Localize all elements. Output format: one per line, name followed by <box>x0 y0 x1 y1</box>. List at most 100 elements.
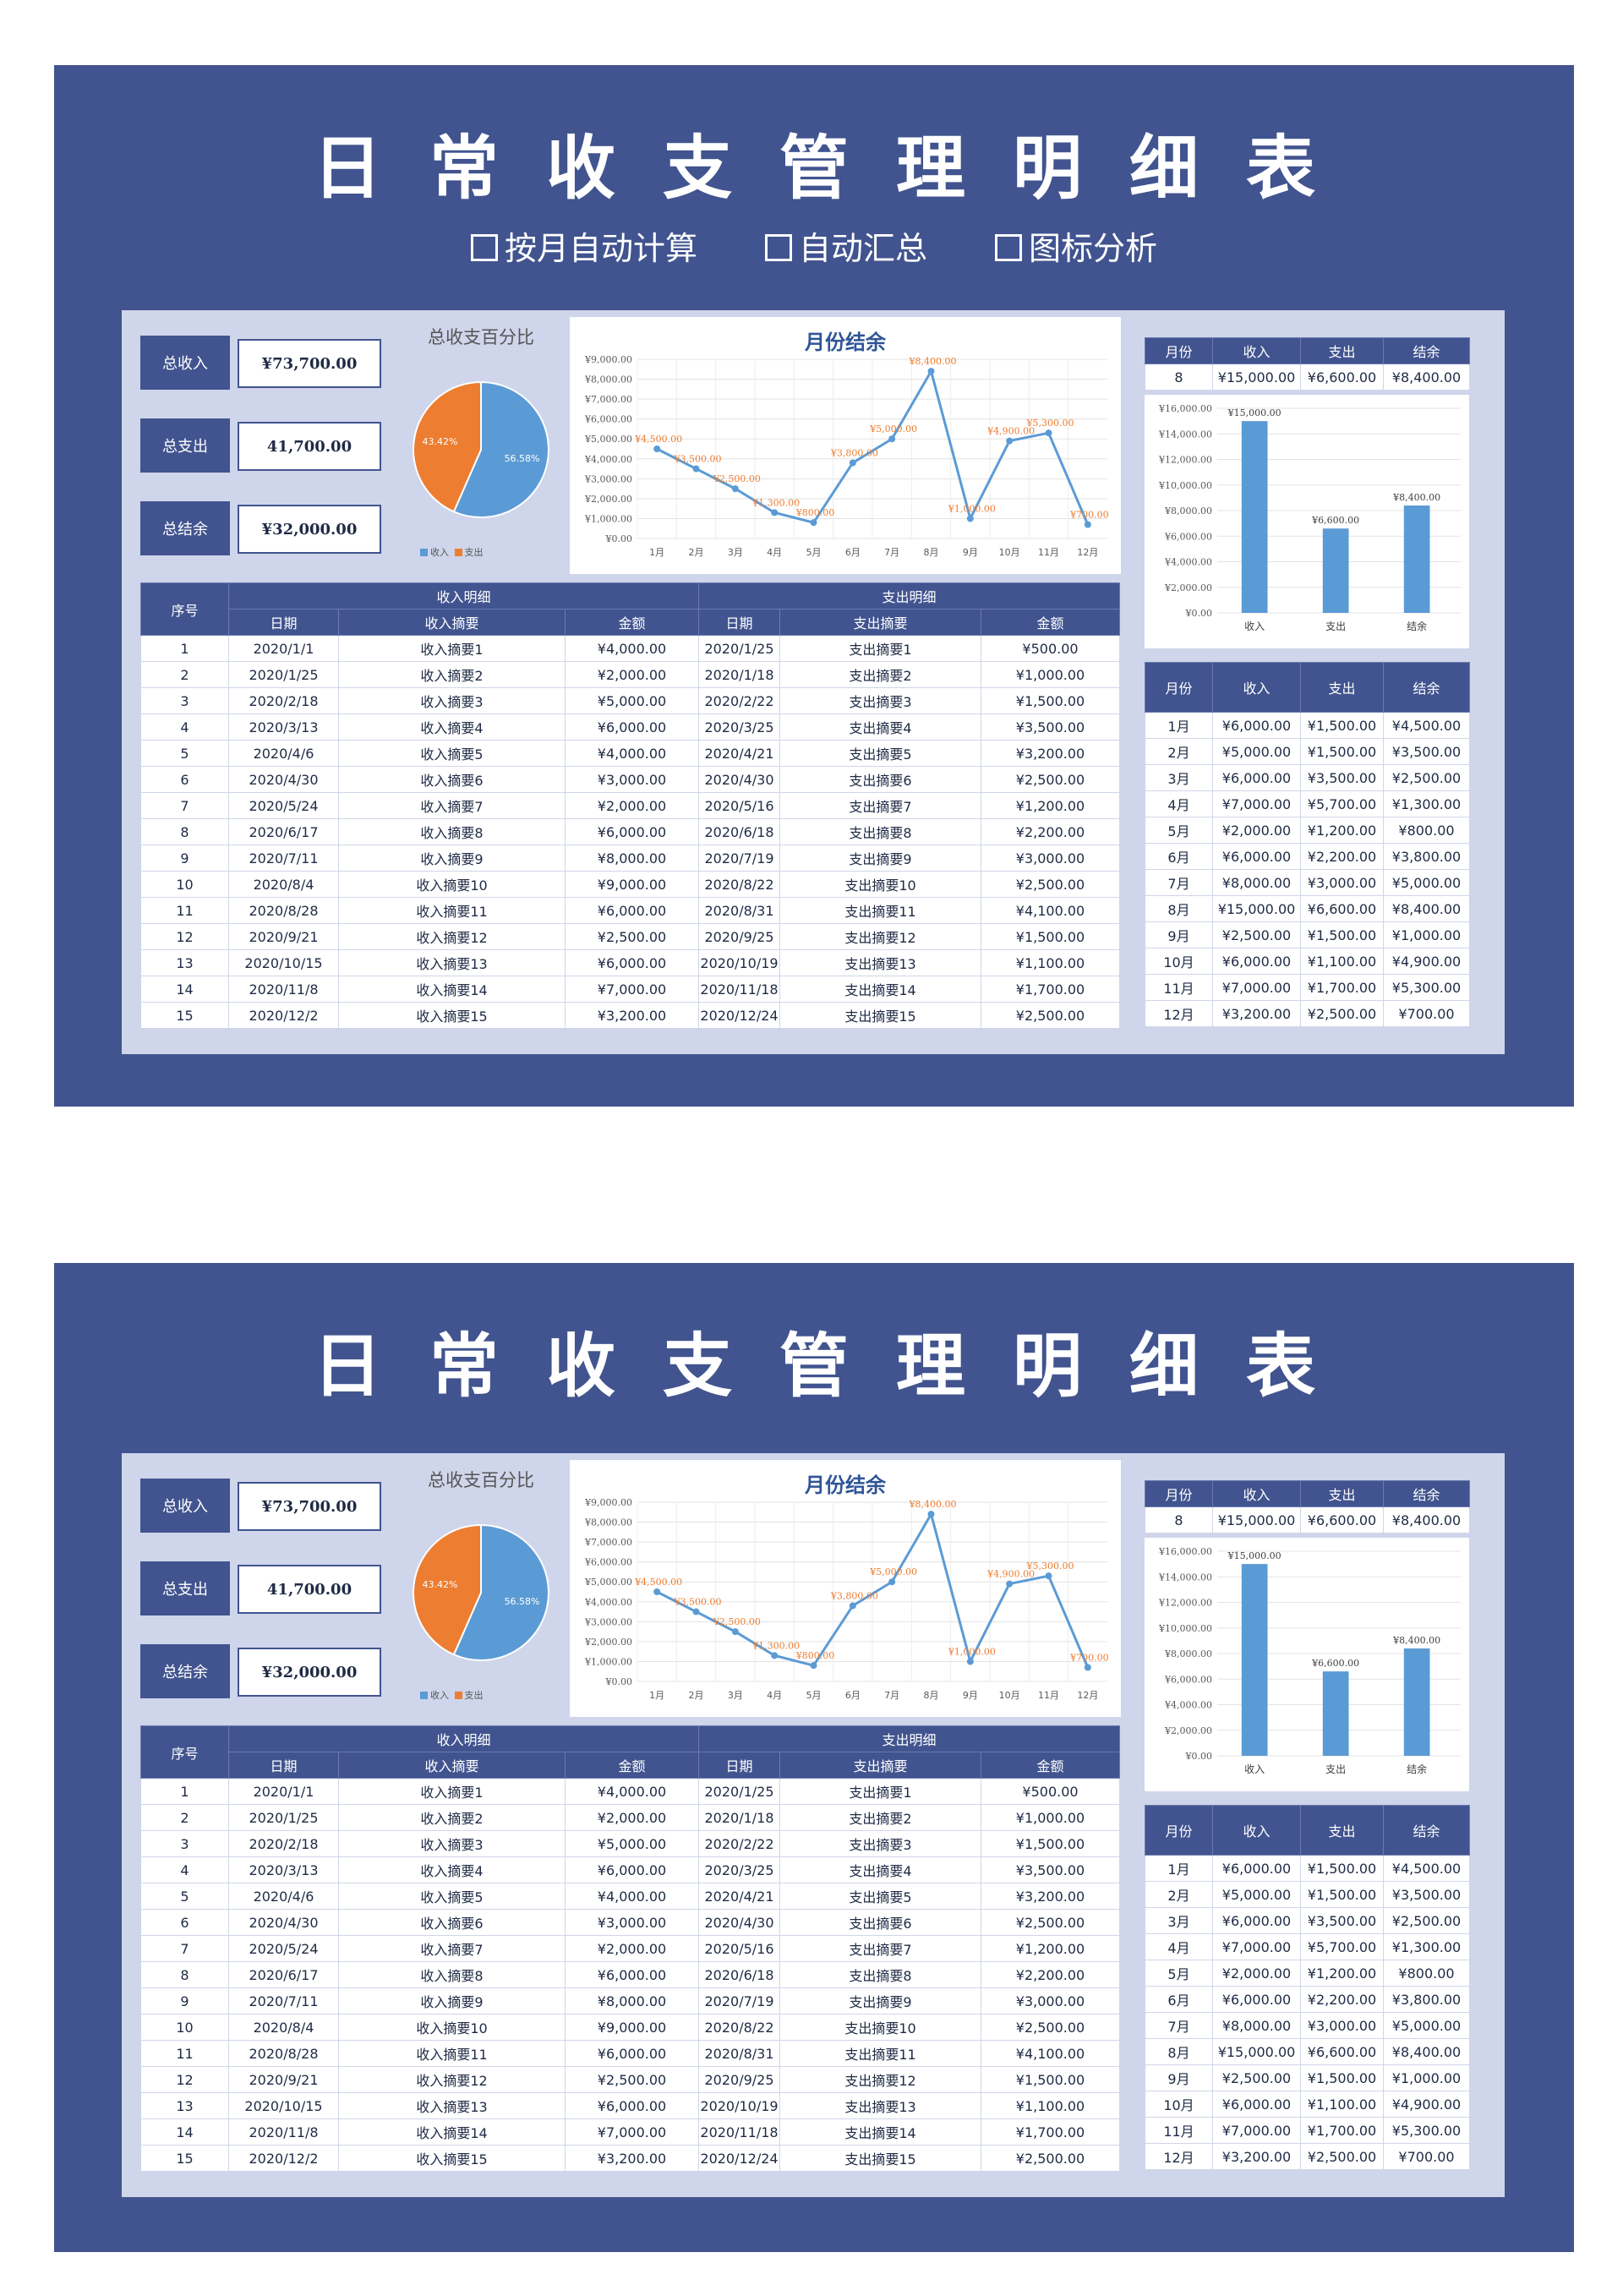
detail-cell: ¥6,000.00 <box>565 1856 699 1883</box>
bar-0 <box>1241 421 1268 613</box>
table-row: 5 2020/4/6 收入摘要5 ¥4,000.00 2020/4/21 支出摘要5 ¥3,… <box>140 1883 1120 1910</box>
bar-y-tick: ¥16,000.00 <box>1158 403 1212 414</box>
table-row: 15 2020/12/2 收入摘要15 ¥3,200.00 2020/12/24 支出摘要… <box>140 2145 1120 2172</box>
detail-cell: 2020/10/15 <box>228 2092 339 2119</box>
monthly-cell: ¥6,600.00 <box>1300 2038 1384 2065</box>
line-y-tick: ¥8,000.00 <box>584 1517 632 1528</box>
monthly-cell: ¥4,900.00 <box>1383 948 1470 975</box>
total-income-label: 总收入 <box>140 336 230 390</box>
line-y-tick: ¥9,000.00 <box>584 354 632 365</box>
detail-cell: 2020/12/2 <box>228 1002 339 1029</box>
line-point <box>1084 1664 1091 1671</box>
bar-y-tick: ¥4,000.00 <box>1164 557 1212 568</box>
bar-y-tick: ¥4,000.00 <box>1164 1700 1212 1711</box>
monthly-cell: ¥5,000.00 <box>1212 1881 1301 1908</box>
page-title: 日常收支管理明细表 <box>312 128 1363 209</box>
detail-cell: 2020/9/25 <box>698 923 780 950</box>
line-data-label: ¥1,300.00 <box>751 497 800 508</box>
detail-cell: 2020/4/21 <box>698 740 780 767</box>
line-point <box>810 1662 817 1670</box>
detail-cell: 5 <box>140 1883 229 1910</box>
monthly-cell: ¥4,500.00 <box>1383 712 1470 739</box>
detail-cell: ¥4,100.00 <box>981 897 1120 924</box>
monthly-cell: ¥1,100.00 <box>1300 948 1384 975</box>
line-series <box>656 1511 1090 1669</box>
legend-expense: 支出 <box>464 547 484 558</box>
pie-data-label: 56.58% <box>505 1596 540 1607</box>
monthly-cell: ¥8,000.00 <box>1212 2012 1301 2039</box>
detail-cell: ¥1,500.00 <box>981 2066 1120 2093</box>
detail-cell: 1 <box>140 635 229 662</box>
line-x-tick: 12月 <box>1077 1690 1098 1701</box>
detail-cell: 支出摘要14 <box>779 2118 981 2146</box>
detail-cell: ¥2,000.00 <box>565 1935 699 1962</box>
monthly-cell: ¥5,000.00 <box>1212 738 1301 765</box>
monthly-cell: 6月 <box>1145 843 1213 870</box>
mini-header: 支出 <box>1300 337 1384 364</box>
monthly-cell: ¥1,000.00 <box>1383 2064 1470 2091</box>
detail-cell: 支出摘要5 <box>779 740 981 767</box>
line-point <box>966 1658 974 1665</box>
checkbox-icon[interactable] <box>470 234 498 261</box>
detail-table: 序号 收入明细 支出明细 日期 收入摘要 金额 日期 支出摘要 金额 1 2020/1/1 收… <box>140 1725 1120 2172</box>
detail-cell: 2020/1/25 <box>698 635 780 662</box>
monthly-cell: 2月 <box>1145 1881 1213 1908</box>
monthly-cell: ¥15,000.00 <box>1212 895 1301 922</box>
line-x-tick: 1月 <box>649 1690 664 1701</box>
detail-subheader: 收入摘要 <box>338 609 566 636</box>
line-chart: ¥0.00 ¥1,000.00 ¥2,000.00 ¥3,000.00 ¥4,000.0… <box>584 1497 1109 1701</box>
detail-cell: 收入摘要11 <box>338 2040 566 2067</box>
detail-cell: ¥9,000.00 <box>565 871 699 898</box>
line-x-tick: 7月 <box>884 1690 899 1701</box>
detail-subheader: 支出摘要 <box>779 609 981 636</box>
bar-category-label: 结余 <box>1407 1763 1427 1775</box>
table-row: 15 2020/12/2 收入摘要15 ¥3,200.00 2020/12/24 支出摘要… <box>140 1002 1120 1029</box>
detail-cell: 2020/6/18 <box>698 1961 780 1988</box>
detail-cell: 2020/8/22 <box>698 2014 780 2041</box>
line-x-tick: 8月 <box>924 1690 939 1701</box>
detail-cell: 收入摘要11 <box>338 897 566 924</box>
detail-cell: 2020/2/18 <box>228 687 339 714</box>
dashboard-panel: 总收入 ¥73,700.00 总支出 41,700.00 总结余 ¥32,000.00 总… <box>122 310 1505 1054</box>
detail-cell: 支出摘要4 <box>779 1856 981 1883</box>
line-x-tick: 5月 <box>806 547 822 558</box>
checkbox-icon[interactable] <box>995 234 1022 261</box>
bar-y-tick: ¥10,000.00 <box>1158 1623 1212 1634</box>
pie-title: 总收支百分比 <box>428 327 534 347</box>
checkbox-icon[interactable] <box>764 234 792 261</box>
line-y-tick: ¥2,000.00 <box>584 494 632 505</box>
monthly-cell: ¥2,000.00 <box>1212 1960 1301 1987</box>
legend-income: 收入 <box>430 1690 449 1701</box>
detail-cell: 2020/2/22 <box>698 687 780 714</box>
detail-cell: 收入摘要15 <box>338 1002 566 1029</box>
monthly-cell: ¥6,000.00 <box>1212 1986 1301 2013</box>
pie-chart: 56.58% 43.42% <box>413 1523 549 1661</box>
detail-cell: 2020/7/11 <box>228 845 339 872</box>
detail-cell: 9 <box>140 845 229 872</box>
detail-cell: 8 <box>140 818 229 845</box>
detail-cell: 7 <box>140 1935 229 1962</box>
monthly-header: 结余 <box>1383 662 1470 713</box>
detail-cell: 2020/12/2 <box>228 2145 339 2172</box>
monthly-cell: ¥15,000.00 <box>1212 2038 1301 2065</box>
monthly-cell: ¥1,700.00 <box>1300 974 1384 1001</box>
table-row: 12月 ¥3,200.00 ¥2,500.00 ¥700.00 <box>1145 1000 1470 1027</box>
detail-cell: 2020/11/8 <box>228 976 339 1003</box>
line-x-tick: 8月 <box>924 547 939 558</box>
detail-cell: 2020/4/30 <box>698 766 780 793</box>
detail-cell: 2020/7/19 <box>698 1987 780 2014</box>
monthly-cell: 7月 <box>1145 869 1213 896</box>
bar-y-tick: ¥14,000.00 <box>1158 1572 1212 1583</box>
legend-swatch-income <box>420 549 428 556</box>
pie-slice-income <box>452 1523 549 1661</box>
table-row: 11月 ¥7,000.00 ¥1,700.00 ¥5,300.00 <box>1145 2117 1470 2144</box>
monthly-cell: ¥3,500.00 <box>1383 738 1470 765</box>
mini-header: 月份 <box>1145 337 1213 364</box>
detail-cell: 2020/6/17 <box>228 1961 339 1988</box>
monthly-cell: ¥2,500.00 <box>1383 764 1470 791</box>
monthly-cell: ¥3,500.00 <box>1383 1881 1470 1908</box>
detail-cell: 2020/3/13 <box>228 1856 339 1883</box>
line-point <box>692 465 700 473</box>
monthly-cell: ¥2,000.00 <box>1212 817 1301 844</box>
monthly-cell: 11月 <box>1145 2117 1213 2144</box>
